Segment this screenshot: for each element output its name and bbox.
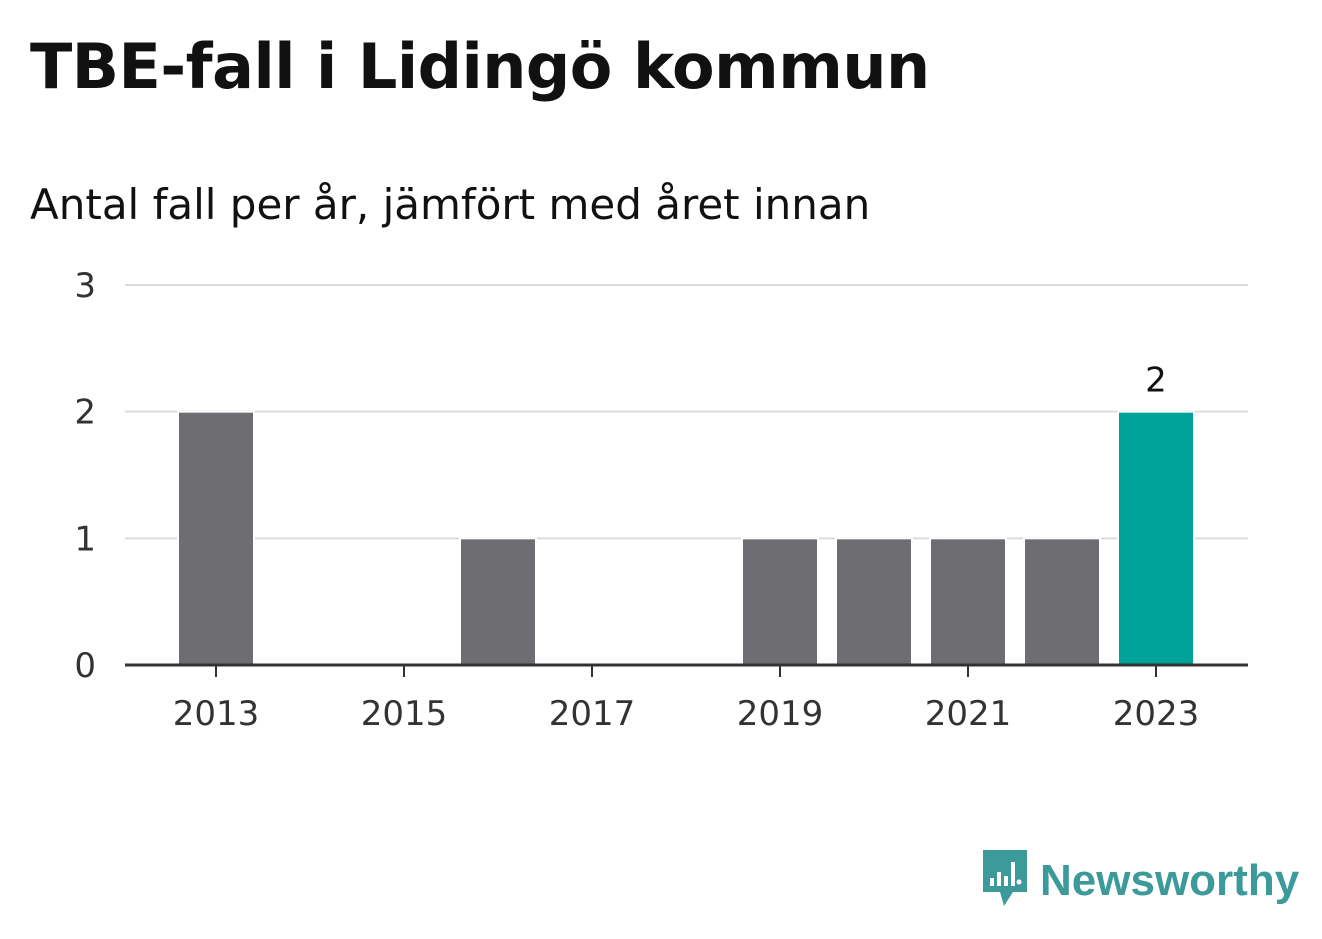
bar (741, 537, 819, 666)
gridlines (125, 284, 1248, 540)
x-tick-label: 2013 (173, 694, 260, 734)
y-tick-label: 2 (74, 393, 96, 433)
chart-bubble-icon (980, 848, 1030, 914)
x-tick-label: 2017 (549, 694, 636, 734)
x-tick-label: 2015 (361, 694, 448, 734)
chart-subtitle: Antal fall per år, jämfört med året inna… (30, 180, 871, 229)
bar (835, 537, 913, 666)
x-tick-label: 2019 (737, 694, 824, 734)
chart-title: TBE-fall i Lidingö kommun (30, 30, 930, 103)
brand-name: Newsworthy (1040, 856, 1300, 905)
x-axis-ticks: 2013 2015 2017 2019 2021 2023 (173, 665, 1200, 734)
bar (177, 410, 255, 666)
bar (1023, 537, 1101, 666)
y-axis-ticks: 0 1 2 3 (74, 266, 96, 686)
bar (929, 537, 1007, 666)
bar (1117, 410, 1195, 666)
x-tick-label: 2021 (925, 694, 1012, 734)
x-tick-label: 2023 (1113, 694, 1200, 734)
bar (459, 537, 537, 666)
y-tick-label: 3 (74, 266, 96, 306)
data-label: 2 (1145, 361, 1167, 401)
bars (177, 410, 1195, 666)
y-tick-label: 1 (74, 519, 96, 559)
newsworthy-logo: Newsworthy (980, 848, 1299, 914)
data-labels: 2 (1145, 361, 1167, 401)
y-tick-label: 0 (74, 646, 96, 686)
